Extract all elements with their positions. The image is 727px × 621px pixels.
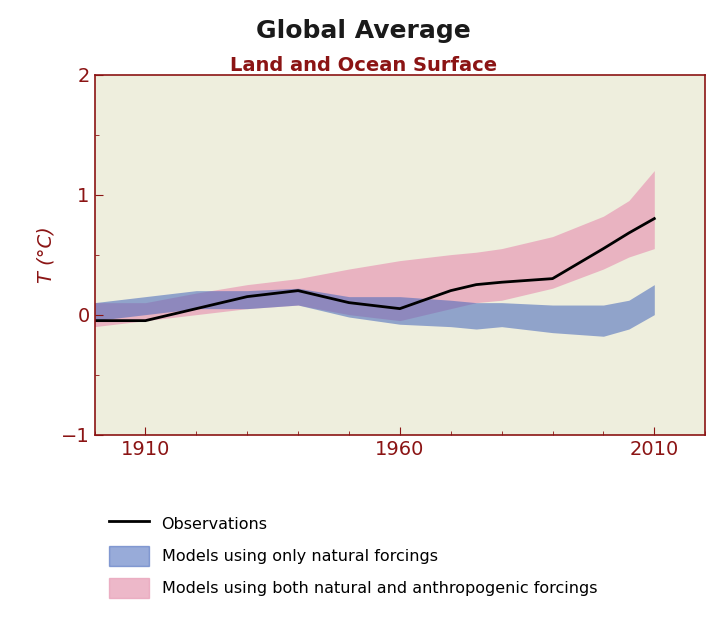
Y-axis label: T (°C): T (°C) xyxy=(36,226,55,283)
Text: Land and Ocean Surface: Land and Ocean Surface xyxy=(230,56,497,75)
Legend: Observations, Models using only natural forcings, Models using both natural and : Observations, Models using only natural … xyxy=(103,507,603,604)
Text: Global Average: Global Average xyxy=(256,19,471,43)
